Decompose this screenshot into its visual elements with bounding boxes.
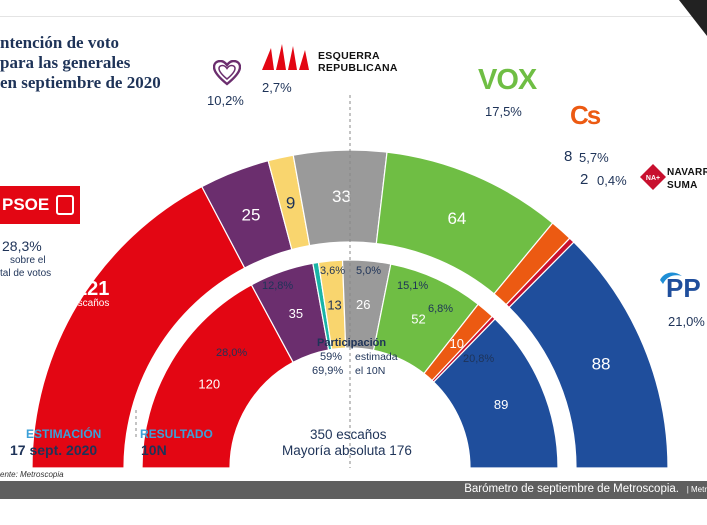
inner-psoe-pct: 28,0% xyxy=(216,347,248,359)
psoe-note-2: tal de votos xyxy=(0,268,52,279)
participacion-txt-1: estimada xyxy=(355,351,398,363)
inner-ring xyxy=(141,259,559,469)
pp-logo: PP xyxy=(658,270,707,304)
inner-pp-pct: 20,8% xyxy=(463,353,495,365)
na-vote-pct: 0,4% xyxy=(597,173,627,188)
rose-icon xyxy=(56,195,74,215)
source-label: ente: Metroscopia xyxy=(0,470,64,479)
pp-logo-text: PP xyxy=(666,273,701,303)
top-band xyxy=(0,0,707,17)
outer-segment-pp xyxy=(508,241,669,469)
psoe-seats-word: Escaños xyxy=(71,298,110,309)
vox-vote-pct: 17,5% xyxy=(485,104,522,119)
inner-seats-unidas-podemos: 35 xyxy=(289,306,303,321)
erc-vote-pct: 2,7% xyxy=(262,80,292,95)
footer-caption-cut: | Metr xyxy=(686,485,707,494)
svg-text:NA+: NA+ xyxy=(646,175,660,182)
inner-otros-pct: 5,0% xyxy=(356,265,382,277)
corner-triangle xyxy=(679,0,707,36)
outer-seat-labels: 25 9 33 64 88 xyxy=(242,187,611,373)
outer-seats-unidas-podemos: 25 xyxy=(242,206,261,225)
participacion-val-2: 69,9% xyxy=(312,365,344,377)
inner-seats-vox: 52 xyxy=(411,312,425,327)
heart-icon xyxy=(212,59,242,86)
title-line-2: para las generales xyxy=(0,53,131,72)
na-seats: 2 xyxy=(580,171,589,188)
erc-logo-icon xyxy=(262,44,310,70)
resultado-label: RESULTADO xyxy=(140,427,213,441)
psoe-seats: 121 xyxy=(76,278,110,300)
title-line-3: en septiembre de 2020 xyxy=(0,73,161,92)
estimacion-date: 17 sept. 2020 xyxy=(10,442,98,458)
psoe-vote-pct: 28,3% xyxy=(2,238,42,254)
inner-erc-pct: 3,6% xyxy=(320,265,346,277)
inner-seats-otros: 26 xyxy=(356,297,370,312)
participacion-val-1: 59% xyxy=(320,351,343,363)
inner-seat-labels: 120 35 13 26 52 10 89 xyxy=(198,297,508,412)
inner-seats-esquerra-republicana: 13 xyxy=(327,297,341,312)
inner-seats-psoe: 120 xyxy=(198,376,220,391)
participacion-txt-2: el 10N xyxy=(355,365,386,377)
na-name-2: SUMA xyxy=(667,180,698,191)
podemos-vote-pct: 10,2% xyxy=(207,93,244,108)
outer-seats-pp: 88 xyxy=(592,354,611,373)
chart-title: ntención de voto para las generales en s… xyxy=(0,33,161,93)
title-line-1: ntención de voto xyxy=(0,33,119,52)
erc-logo-svg xyxy=(262,44,309,70)
inner-seats-pp: 89 xyxy=(494,397,508,412)
majority-label: Mayoría absoluta 176 xyxy=(282,443,412,458)
cs-seats: 8 xyxy=(564,148,573,165)
cs-logo: Cs xyxy=(570,100,601,130)
psoe-note-1: sobre el xyxy=(10,255,46,266)
vox-logo: VOX xyxy=(478,64,537,96)
cs-vote-pct: 5,7% xyxy=(579,150,609,165)
footer-bar xyxy=(0,481,707,499)
bottom-strip xyxy=(0,499,707,525)
heart-icon-svg xyxy=(212,59,242,86)
participacion-title: Participación xyxy=(317,337,387,349)
erc-name-2: REPUBLICANA xyxy=(318,62,398,74)
footer-caption: Barómetro de septiembre de Metroscopia. xyxy=(464,483,679,495)
outer-seats-otros: 33 xyxy=(332,187,351,206)
navarra-suma-icon: NA+ xyxy=(640,164,666,190)
outer-ring xyxy=(31,149,669,469)
psoe-logo-text: PSOE xyxy=(2,195,50,214)
inner-seats-ciudadanos: 10 xyxy=(450,336,464,351)
estimacion-label: ESTIMACIÓN xyxy=(26,427,102,441)
seats-total: 350 escaños xyxy=(310,427,387,442)
psoe-logo: PSOE xyxy=(0,186,80,224)
inner-segment-pp xyxy=(432,318,559,469)
pp-vote-pct: 21,0% xyxy=(668,314,705,329)
inner-podemos-pct: 12,8% xyxy=(262,280,294,292)
inner-cs-pct: 6,8% xyxy=(428,303,454,315)
resultado-date: 10N xyxy=(141,442,167,458)
pp-gull-icon xyxy=(660,272,682,284)
outer-seats-esquerra-republicana: 9 xyxy=(286,194,295,213)
na-name-1: NAVARR xyxy=(667,167,707,178)
erc-name-1: ESQUERRA xyxy=(318,50,380,62)
outer-seats-vox: 64 xyxy=(447,209,466,228)
navarra-suma-icon-svg: NA+ xyxy=(640,164,666,190)
inner-vox-pct: 15,1% xyxy=(397,280,429,292)
parliament-chart: 25 9 33 64 88 120 35 13 26 52 10 89 xyxy=(31,95,669,469)
